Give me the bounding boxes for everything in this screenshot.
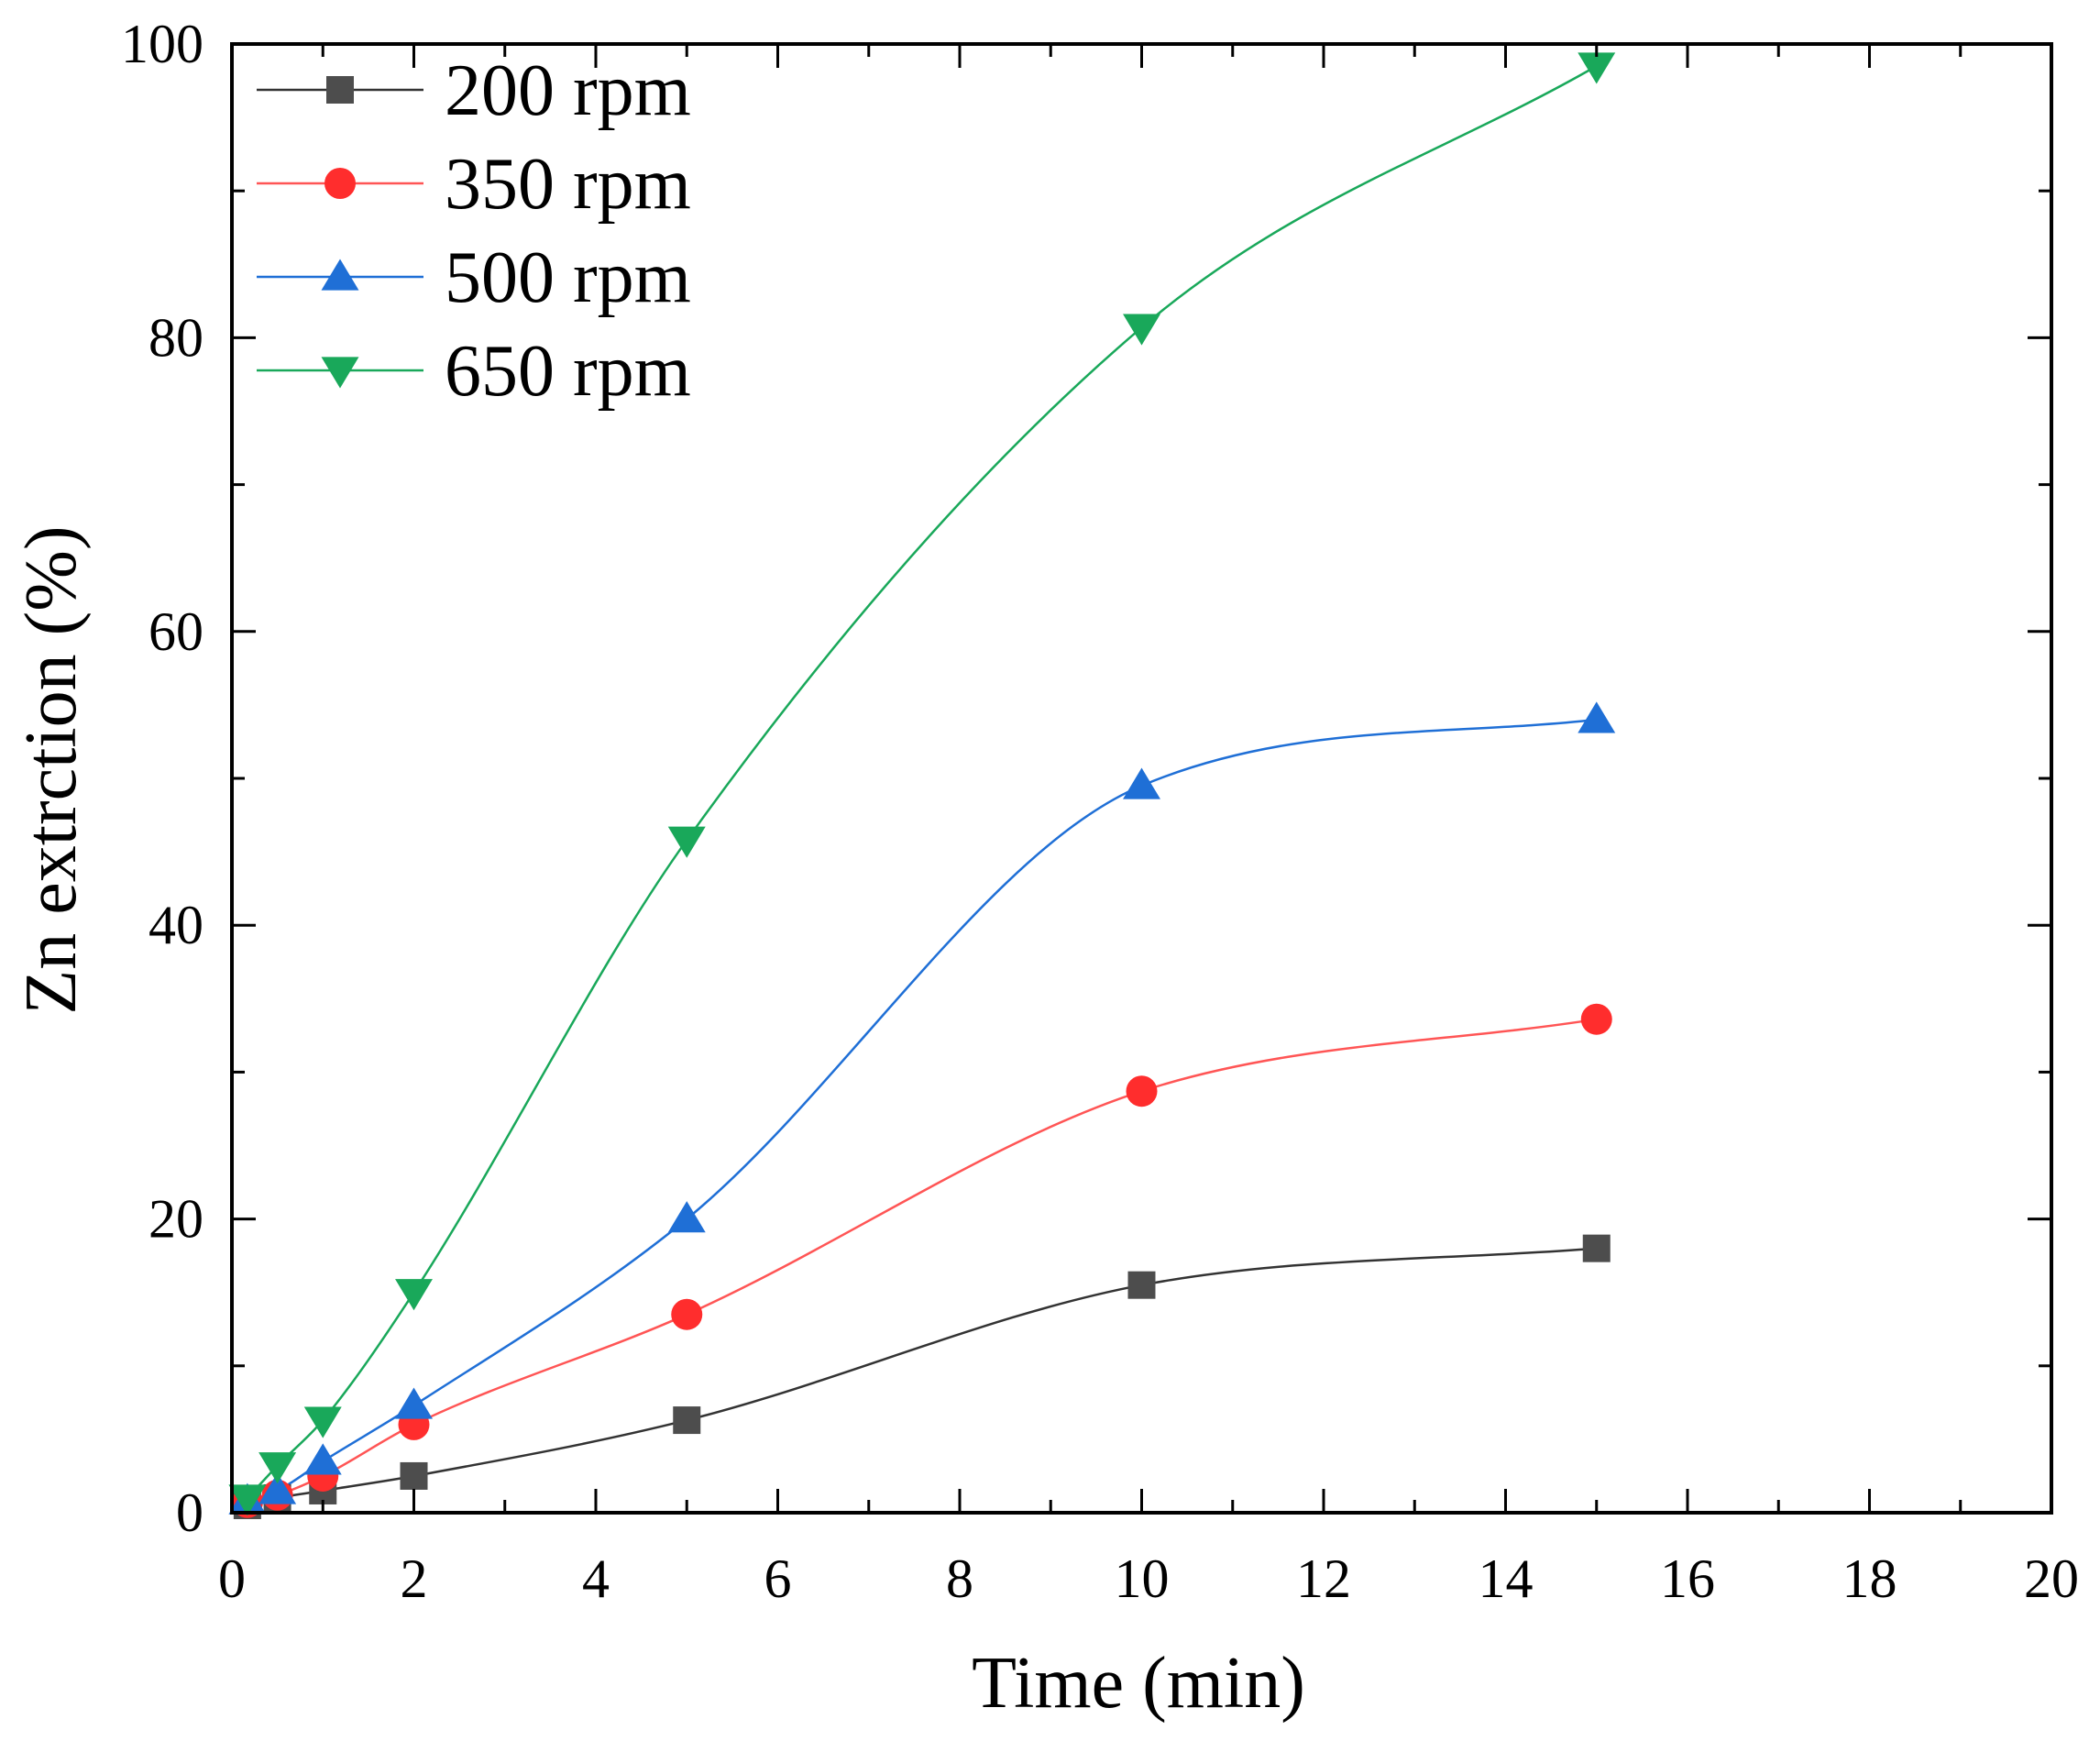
data-point-500-rpm (258, 1472, 297, 1504)
data-point-500-rpm (1123, 767, 1160, 799)
series-layer (228, 52, 1616, 1519)
y-tick-label: 40 (148, 895, 203, 955)
data-point-650-rpm (667, 826, 706, 858)
legend-marker-500-rpm (321, 259, 359, 291)
legend-label-500-rpm: 500 rpm (445, 237, 691, 318)
x-tick-label: 0 (218, 1548, 246, 1609)
x-tick-label: 2 (401, 1548, 428, 1609)
data-point-500-rpm (667, 1201, 706, 1233)
data-point-200-rpm (1127, 1271, 1156, 1299)
legend-marker-650-rpm (321, 357, 359, 389)
data-point-500-rpm (395, 1387, 433, 1419)
data-point-350-rpm (1580, 1003, 1612, 1035)
data-point-200-rpm (1582, 1234, 1611, 1262)
data-point-650-rpm (303, 1406, 342, 1438)
data-point-350-rpm (1126, 1075, 1158, 1107)
x-tick-label: 20 (2024, 1548, 2079, 1609)
series-line-200-rpm (247, 1247, 1597, 1507)
legend-label-650-rpm: 650 rpm (445, 331, 691, 412)
y-axis-title: Zn extrction (%) (11, 525, 92, 1014)
x-tick-label: 4 (582, 1548, 610, 1609)
data-point-650-rpm (1578, 52, 1616, 84)
data-point-200-rpm (673, 1406, 701, 1435)
legend-label-350-rpm: 350 rpm (445, 144, 691, 225)
x-tick-label: 18 (1842, 1548, 1897, 1609)
data-point-500-rpm (1578, 701, 1616, 733)
data-point-650-rpm (228, 1484, 267, 1516)
x-tick-label: 8 (946, 1548, 973, 1609)
legend-label-200-rpm: 200 rpm (445, 50, 691, 131)
y-tick-label: 20 (148, 1189, 203, 1250)
data-point-500-rpm (303, 1443, 342, 1475)
data-point-350-rpm (671, 1298, 703, 1330)
series-line-500-rpm (247, 718, 1597, 1503)
x-tick-label: 12 (1296, 1548, 1351, 1609)
y-tick-label: 80 (148, 307, 203, 368)
series-line-350-rpm (247, 1018, 1597, 1504)
legend-marker-200-rpm (326, 76, 354, 104)
x-tick-label: 14 (1479, 1548, 1534, 1609)
data-point-650-rpm (395, 1279, 433, 1311)
x-axis-title: Time (min) (972, 1643, 1305, 1724)
axes-layer: 0 2 4 6 8 10 12 14 16 18 20 0 20 40 60 80 100 (121, 14, 2079, 1609)
x-tick-label: 6 (764, 1548, 792, 1609)
legend: 200 rpm 350 rpm 500 rpm 650 rpm (257, 50, 691, 412)
data-point-650-rpm (258, 1452, 297, 1484)
legend-marker-350-rpm (324, 168, 356, 199)
x-tick-label: 10 (1115, 1548, 1170, 1609)
x-tick-label: 16 (1660, 1548, 1715, 1609)
data-point-200-rpm (400, 1461, 428, 1490)
data-point-650-rpm (1123, 314, 1160, 346)
y-tick-label: 100 (121, 14, 203, 74)
y-tick-label: 0 (176, 1482, 203, 1543)
y-tick-label: 60 (148, 601, 203, 662)
